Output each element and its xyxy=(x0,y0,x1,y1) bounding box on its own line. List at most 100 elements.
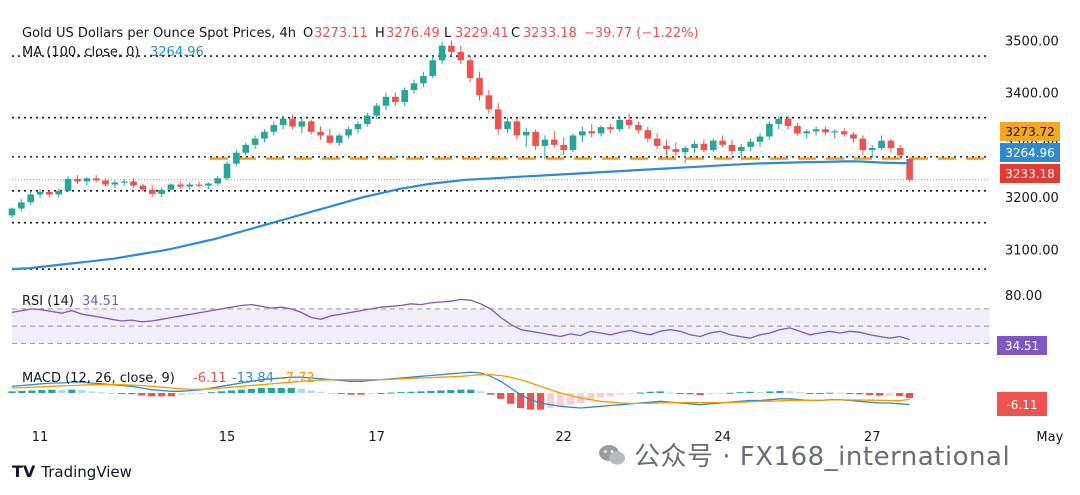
candle-body xyxy=(756,136,764,142)
candle-body xyxy=(457,51,465,61)
change-value: −39.77 (−1.22%) xyxy=(584,26,699,41)
close-value: 3233.18 xyxy=(523,26,577,41)
macd-histogram-bar xyxy=(527,393,535,410)
macd-histogram-bar xyxy=(387,392,395,394)
macd-histogram-bar xyxy=(836,392,844,394)
macd-histogram-bar xyxy=(876,393,884,396)
candle-body xyxy=(205,183,212,186)
candle-body xyxy=(373,105,380,116)
macd-histogram-bar xyxy=(517,393,525,408)
macd-histogram-bar xyxy=(407,391,415,393)
macd-legend-v1: -6.11 xyxy=(193,371,227,386)
candle-body xyxy=(653,138,661,146)
macd-histogram-bar xyxy=(227,390,236,393)
watermark: 公众号 · FX168_international xyxy=(598,436,1010,473)
candle-body xyxy=(317,131,324,136)
macd-histogram-bar xyxy=(686,393,694,395)
macd-histogram-bar xyxy=(98,392,106,394)
candle-body xyxy=(616,119,624,130)
candle-body xyxy=(494,109,502,130)
price-tick-label: 3100.00 xyxy=(1005,243,1059,258)
candle-body xyxy=(588,131,595,134)
macd-histogram-bar xyxy=(806,393,814,394)
candle-body xyxy=(64,178,72,191)
candle-body xyxy=(663,145,670,150)
time-tick-label: May xyxy=(1036,430,1063,445)
macd-histogram-bar xyxy=(666,392,674,394)
chart-title: Gold US Dollars per Ounce Spot Prices, 4… xyxy=(22,26,296,41)
candle-body xyxy=(681,147,689,153)
macd-histogram-bar xyxy=(826,392,834,394)
macd-histogram-bar xyxy=(676,393,684,394)
macd-histogram-bar xyxy=(128,393,136,395)
macd-histogram-bar xyxy=(606,393,614,397)
candle-body xyxy=(46,191,53,195)
candle-body xyxy=(345,129,352,136)
price-tick-label: 3400.00 xyxy=(1005,87,1059,102)
macd-histogram-bar xyxy=(347,393,355,395)
svg-text:3273.72: 3273.72 xyxy=(1005,125,1055,139)
candle-body xyxy=(859,138,867,151)
low-value: 3229.41 xyxy=(455,26,509,41)
candlesticks xyxy=(8,40,913,218)
time-axis-ticks: 11 15 17 22 24 27 May xyxy=(32,430,1064,445)
candle-body xyxy=(672,149,680,153)
macd-histogram-bar xyxy=(726,392,734,394)
macd-histogram-bar xyxy=(38,390,46,393)
candle-body xyxy=(747,141,754,147)
macd-histogram-bar xyxy=(257,388,265,393)
macd-histogram-bar xyxy=(906,393,914,399)
macd-histogram-bar xyxy=(148,393,156,397)
candle-body xyxy=(130,181,137,186)
rsi-line xyxy=(11,298,910,341)
ma-legend-value: 3264.96 xyxy=(150,45,204,60)
macd-histogram-bar xyxy=(167,393,176,397)
candle-body xyxy=(831,131,839,133)
tradingview-logo-icon: TV xyxy=(12,462,36,481)
macd-histogram-bar xyxy=(207,392,216,394)
macd-histogram-bar xyxy=(457,389,465,393)
macd-histogram-bar xyxy=(297,388,305,393)
candle-body xyxy=(812,129,820,132)
macd-histogram-bar xyxy=(8,391,16,393)
macd-histogram-bar xyxy=(367,393,375,394)
macd-histogram-bar xyxy=(58,390,66,393)
candle-body xyxy=(177,184,184,187)
candle-body xyxy=(560,144,567,151)
macd-histogram-bar xyxy=(866,393,874,395)
watermark-text: 公众号 · FX168_international xyxy=(634,442,1011,472)
candle-body xyxy=(83,178,91,182)
candle-body xyxy=(429,60,437,76)
candle-body xyxy=(522,131,530,136)
time-tick-label: 27 xyxy=(864,430,881,445)
macd-histogram-bar xyxy=(497,393,505,399)
badge-price-top: 3273.72 xyxy=(1000,122,1060,141)
candle-body xyxy=(186,184,193,187)
svg-text:3264.96: 3264.96 xyxy=(1005,146,1055,160)
macd-histogram-bar xyxy=(746,391,754,393)
candle-body xyxy=(728,144,736,152)
rsi-legend-label: RSI (14) xyxy=(22,294,74,309)
candle-body xyxy=(906,158,913,180)
candle-body xyxy=(18,202,25,209)
candle-body xyxy=(92,178,100,181)
candle-body xyxy=(270,125,278,132)
candle-body xyxy=(635,125,642,131)
time-tick-label: 22 xyxy=(555,430,572,445)
candle-body xyxy=(700,143,708,151)
macd-histogram-bar xyxy=(796,392,804,394)
candle-body xyxy=(120,181,128,183)
candle-body xyxy=(251,138,259,145)
candle-body xyxy=(840,131,848,135)
candle-body xyxy=(448,45,455,52)
macd-histogram-bar xyxy=(437,390,445,393)
open-label: O xyxy=(303,26,313,41)
macd-histogram-bar xyxy=(88,391,96,393)
macd-histogram-bar xyxy=(108,393,116,394)
candle-body xyxy=(410,83,418,91)
macd-histogram-bar xyxy=(596,393,605,398)
candle-body xyxy=(597,127,605,134)
candle-body xyxy=(335,135,343,143)
price-tick-label: 3200.00 xyxy=(1005,191,1059,206)
time-tick-label: 17 xyxy=(368,430,385,445)
